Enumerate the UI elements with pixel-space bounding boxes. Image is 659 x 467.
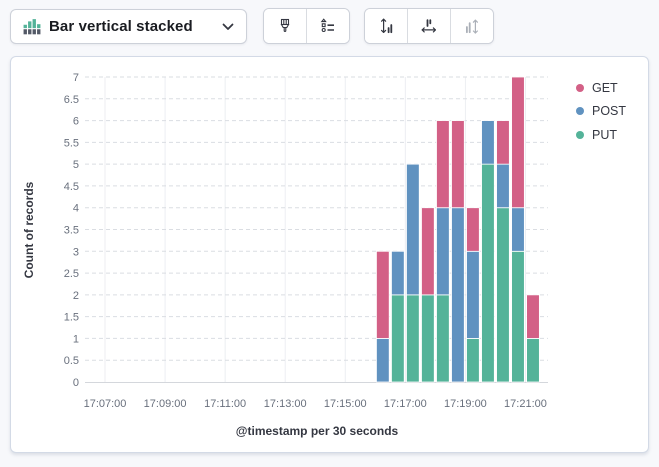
y-tick-label: 0: [73, 377, 79, 389]
bar-segment-get-17:19:00[interactable]: [466, 207, 480, 252]
bar-segment-put-17:19:30[interactable]: [481, 163, 495, 383]
bar-segment-get-17:20:00[interactable]: [496, 120, 510, 165]
y-tick-label: 1: [73, 333, 79, 345]
y-axis-title: Count of records: [22, 181, 36, 278]
bar-segment-post-17:18:00[interactable]: [436, 207, 450, 296]
bar-segment-get-17:18:30[interactable]: [451, 120, 465, 209]
bar-segment-put-17:17:30[interactable]: [421, 294, 435, 383]
legend-label: PUT: [592, 127, 617, 142]
y-tick-label: 7: [73, 72, 79, 84]
bar-segment-get-17:17:30[interactable]: [421, 207, 435, 296]
legend-item-put[interactable]: PUT: [576, 123, 626, 147]
chart-panel: 17:07:00 17:09:00 17:11:00 17:13:00 17:15:00…: [10, 56, 649, 453]
y-tick-label: 4.5: [64, 181, 79, 193]
legend-label: POST: [592, 104, 627, 118]
bar-vertical-stacked-icon: [23, 18, 41, 36]
bars: [376, 76, 540, 383]
bar-segment-post-17:20:00[interactable]: [496, 163, 510, 209]
y-tick-label: 1.5: [64, 312, 79, 324]
chart-type-selector[interactable]: Bar vertical stacked: [10, 9, 247, 44]
bar-segment-put-17:20:00[interactable]: [496, 207, 510, 383]
style-button-group: [263, 8, 350, 44]
fit-vertical-arrow-icon: [378, 18, 394, 34]
x-tick-label: 17:09:00: [144, 398, 187, 410]
bar-segment-post-17:18:30[interactable]: [451, 207, 465, 383]
y-tick-label: 6.5: [64, 94, 79, 106]
x-tick-label: 17:11:00: [204, 398, 246, 410]
bar-segment-get-17:20:30[interactable]: [511, 76, 525, 209]
x-tick-label: 17:19:00: [444, 398, 487, 410]
legend-item-get[interactable]: GET: [576, 76, 626, 100]
bar-segment-put-17:16:30[interactable]: [391, 294, 405, 383]
legend-dot-post: [576, 107, 584, 116]
bar-segment-put-17:21:00[interactable]: [526, 338, 540, 383]
fit-horizontal-arrow-icon: [421, 18, 437, 34]
right-axis-button[interactable]: [450, 9, 493, 43]
legend-list-icon: [320, 18, 336, 34]
chart-legend: GET POST PUT: [576, 76, 626, 147]
bar-segment-get-17:21:00[interactable]: [526, 294, 540, 339]
bottom-axis-button[interactable]: [407, 9, 450, 43]
y-tick-label: 5: [73, 159, 79, 171]
x-tick-label: 17:15:00: [324, 398, 367, 410]
x-tick-label: 17:07:00: [84, 398, 127, 410]
bar-segment-post-17:17:00[interactable]: [406, 163, 420, 296]
y-tick-label: 3: [73, 246, 79, 258]
bar-segment-get-17:16:00[interactable]: [376, 250, 390, 339]
legend-settings-button[interactable]: [306, 9, 349, 43]
x-tick-label: 17:17:00: [384, 398, 427, 410]
legend-label: GET: [592, 80, 618, 95]
chart-type-label: Bar vertical stacked: [49, 18, 193, 35]
bar-segment-post-17:16:30[interactable]: [391, 250, 405, 296]
bar-segment-post-17:19:30[interactable]: [481, 120, 495, 165]
legend-item-post[interactable]: POST: [576, 100, 626, 124]
bar-segment-post-17:16:00[interactable]: [376, 338, 390, 383]
legend-dot-put: [576, 130, 584, 139]
bar-segment-put-17:20:30[interactable]: [511, 250, 525, 383]
x-tick-label: 17:21:00: [504, 398, 547, 410]
bar-segment-put-17:18:00[interactable]: [436, 294, 450, 383]
bar-segment-post-17:20:30[interactable]: [511, 207, 525, 252]
y-tick-label: 5.5: [64, 137, 79, 149]
chevron-down-icon: [222, 23, 234, 31]
legend-dot-get: [576, 83, 584, 92]
y-tick-label: 2.5: [64, 268, 79, 280]
y-tick-label: 0.5: [64, 355, 79, 367]
brush-icon: [277, 18, 293, 34]
bar-segment-put-17:19:00[interactable]: [466, 338, 480, 383]
y-tick-label: 6: [73, 116, 79, 128]
y-tick-label: 4: [73, 203, 79, 215]
bar-segment-post-17:19:00[interactable]: [466, 250, 480, 339]
x-tick-label: 17:13:00: [264, 398, 307, 410]
bar-segment-get-17:18:00[interactable]: [436, 120, 450, 209]
stacked-bar-chart: 17:07:00 17:09:00 17:11:00 17:13:00 17:15:00…: [22, 72, 548, 438]
bar-segment-put-17:17:00[interactable]: [406, 294, 420, 383]
y-tick-label: 3.5: [64, 225, 79, 237]
fit-right-axis-arrow-icon: [464, 18, 480, 34]
y-tick-label: 2: [73, 290, 79, 302]
axis-button-group: [364, 8, 494, 44]
visual-options-button[interactable]: [264, 9, 306, 43]
x-axis-title: @timestamp per 30 seconds: [236, 424, 399, 438]
left-axis-button[interactable]: [365, 9, 407, 43]
axis-tick-labels: 17:07:00 17:09:00 17:11:00 17:13:00 17:15:00…: [64, 72, 547, 410]
